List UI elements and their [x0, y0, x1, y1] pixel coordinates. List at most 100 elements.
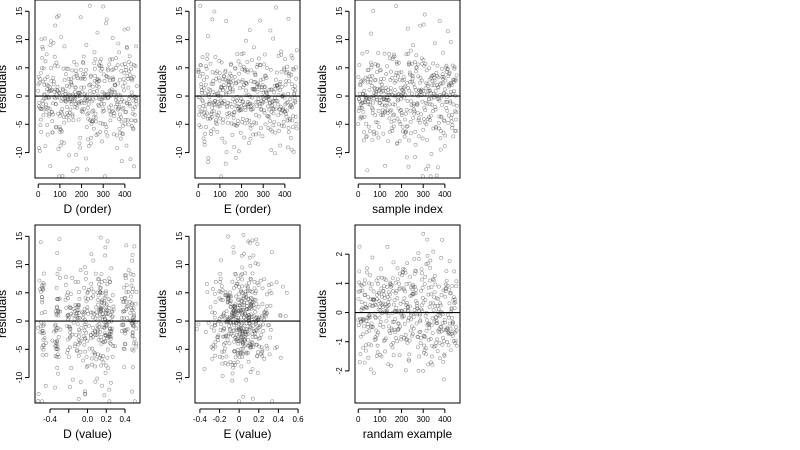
x-axis-label: randam example — [363, 427, 453, 441]
point — [85, 296, 90, 301]
point — [103, 289, 108, 294]
point — [365, 80, 370, 85]
point — [372, 132, 377, 137]
x-tick-label: 400 — [438, 190, 452, 199]
point — [91, 97, 95, 102]
point — [40, 329, 45, 333]
point — [426, 84, 430, 89]
point — [91, 115, 96, 120]
point — [261, 77, 265, 82]
point — [453, 325, 458, 329]
point — [449, 119, 454, 124]
point — [418, 80, 422, 85]
point — [98, 235, 103, 240]
point — [121, 123, 125, 128]
point — [396, 321, 401, 326]
point — [85, 167, 89, 172]
point — [49, 66, 54, 71]
point — [251, 45, 256, 50]
point — [216, 91, 221, 96]
y-tick-label: -10 — [15, 371, 24, 383]
point — [128, 311, 133, 315]
point — [404, 337, 409, 342]
point — [249, 296, 254, 300]
point — [427, 88, 432, 93]
point — [38, 117, 43, 122]
point — [206, 156, 211, 161]
point — [124, 243, 129, 248]
point — [240, 265, 245, 270]
point — [362, 115, 367, 119]
point — [95, 376, 100, 381]
point — [433, 105, 438, 110]
point — [253, 321, 258, 326]
point — [414, 53, 419, 58]
point — [120, 131, 125, 136]
y-tick-label: 15 — [15, 6, 24, 15]
point — [230, 104, 234, 109]
point — [397, 77, 402, 82]
point — [254, 65, 259, 69]
point — [405, 341, 410, 345]
point — [236, 149, 241, 154]
point — [86, 144, 91, 148]
x-tick-label: 0 — [36, 190, 41, 199]
point — [281, 106, 286, 111]
point — [402, 314, 406, 318]
point — [134, 44, 139, 49]
point — [108, 57, 113, 62]
point — [373, 113, 378, 118]
point — [375, 120, 380, 125]
point — [430, 83, 435, 88]
point — [368, 286, 373, 291]
point — [430, 331, 435, 335]
point — [265, 66, 269, 70]
point — [408, 119, 413, 124]
point — [114, 56, 119, 61]
point — [274, 280, 279, 285]
point — [228, 360, 233, 364]
y-tick-label: -10 — [335, 146, 344, 158]
point — [360, 288, 365, 293]
point — [93, 111, 98, 116]
point — [242, 294, 246, 299]
point — [395, 116, 400, 121]
point — [425, 237, 430, 242]
point — [374, 303, 378, 308]
point — [210, 310, 215, 315]
point — [108, 326, 113, 331]
point — [99, 97, 104, 102]
point — [260, 134, 265, 139]
point — [130, 330, 135, 335]
point — [242, 103, 247, 108]
point — [99, 363, 104, 368]
point — [109, 328, 114, 333]
point — [442, 144, 447, 148]
point — [379, 266, 383, 271]
point — [224, 150, 229, 154]
point — [256, 262, 260, 267]
point — [241, 64, 246, 69]
point — [369, 60, 373, 65]
point — [236, 341, 241, 346]
point — [281, 119, 286, 124]
x-tick-label: 0.4 — [273, 415, 285, 424]
point — [400, 124, 405, 129]
point — [92, 50, 97, 55]
point — [57, 237, 62, 241]
point — [80, 310, 85, 315]
point — [269, 250, 274, 255]
point — [42, 82, 47, 87]
point — [43, 383, 48, 388]
y-tick-label: -10 — [15, 146, 24, 158]
point — [278, 143, 283, 148]
point — [212, 315, 217, 320]
point — [372, 85, 377, 90]
x-tick-label: 200 — [395, 415, 409, 424]
point — [84, 354, 89, 359]
point — [239, 350, 244, 355]
y-tick-label: 10 — [175, 260, 184, 269]
point — [73, 344, 77, 349]
y-axis-label: residuals — [315, 65, 329, 113]
